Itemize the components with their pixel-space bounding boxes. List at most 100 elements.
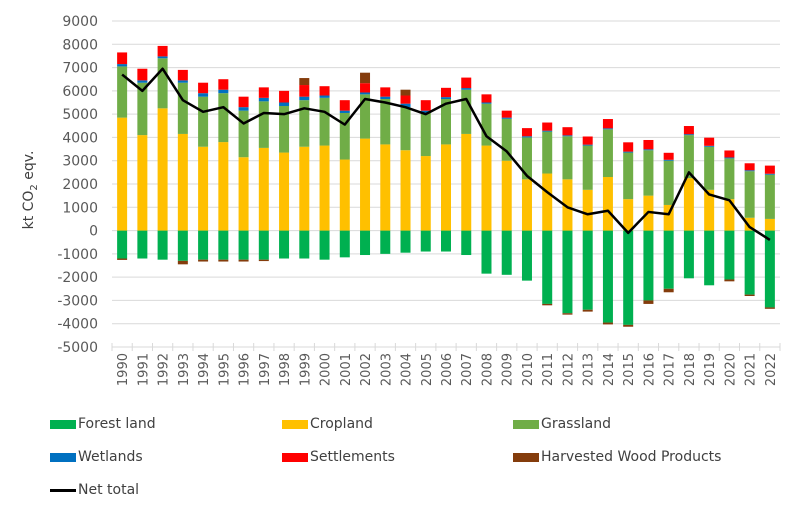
bar-segment-grassland bbox=[562, 136, 573, 180]
bar-segment-settlements bbox=[238, 96, 249, 108]
bar-segment-settlements bbox=[400, 95, 411, 104]
bar-segment-forest-land bbox=[380, 230, 391, 254]
y-tick-label: 4000 bbox=[62, 130, 98, 146]
bar-segment-forest-land bbox=[400, 230, 411, 253]
bar-segment-settlements bbox=[279, 90, 290, 103]
x-tick-label: 2011 bbox=[541, 353, 556, 386]
y-axis-label-tail: eqv. bbox=[21, 151, 37, 185]
y-tick-label: 0 bbox=[89, 224, 98, 240]
bar-segment-cropland bbox=[704, 189, 715, 231]
bar-segment-settlements bbox=[521, 128, 532, 137]
y-axis-label: kt CO2 eqv. bbox=[21, 151, 40, 230]
bar-segment-settlements bbox=[704, 137, 715, 146]
bar-segment-settlements bbox=[623, 142, 634, 152]
bar-segment-wetlands bbox=[137, 80, 148, 83]
x-tick-label: 1996 bbox=[238, 353, 253, 386]
bar-segment-harvested-wood-products bbox=[360, 72, 371, 84]
bar-segment-harvested-wood-products bbox=[744, 294, 755, 297]
bar-segment-wetlands bbox=[441, 97, 451, 100]
bar-segment-wetlands bbox=[704, 145, 715, 147]
bar-segment-harvested-wood-products bbox=[117, 258, 128, 260]
bar-segment-forest-land bbox=[420, 230, 431, 252]
bar-segment-cropland bbox=[177, 133, 188, 231]
bar-segment-settlements bbox=[724, 150, 735, 158]
x-tick-label: 2002 bbox=[359, 353, 374, 386]
y-tick-label: 7000 bbox=[62, 61, 98, 77]
bar-segment-harvested-wood-products bbox=[643, 300, 654, 304]
bar-segment-harvested-wood-products bbox=[218, 259, 229, 262]
bar-segment-wetlands bbox=[663, 159, 674, 161]
bar-segment-grassland bbox=[218, 93, 229, 143]
x-tick-label: 2000 bbox=[319, 353, 334, 386]
bar-segment-harvested-wood-products bbox=[198, 259, 209, 262]
bar-segment-forest-land bbox=[117, 230, 128, 259]
y-tick-label: 6000 bbox=[62, 84, 98, 100]
x-tick-label: 2015 bbox=[622, 353, 637, 386]
bar-segment-cropland bbox=[339, 159, 350, 231]
x-tick-label: 2020 bbox=[723, 353, 738, 386]
bar-segment-settlements bbox=[764, 165, 775, 174]
bar-segment-wetlands bbox=[339, 110, 350, 113]
bar-segment-grassland bbox=[461, 89, 472, 134]
bar-segment-cropland bbox=[400, 150, 411, 231]
bar-segment-forest-land bbox=[238, 230, 249, 260]
bar-segment-cropland bbox=[602, 177, 613, 231]
x-tick-label: 2021 bbox=[744, 353, 759, 386]
bar-segment-wetlands bbox=[299, 96, 310, 101]
bar-segment-wetlands bbox=[683, 134, 694, 136]
x-tick-label: 2022 bbox=[764, 353, 779, 386]
bar-segment-cropland bbox=[360, 138, 371, 231]
bar-segment-grassland bbox=[683, 135, 694, 179]
bar-segment-forest-land bbox=[501, 230, 512, 275]
bar-segment-forest-land bbox=[663, 230, 674, 289]
bar-segment-forest-land bbox=[481, 230, 492, 274]
bar-segment-settlements bbox=[542, 122, 553, 131]
x-tick-label: 2006 bbox=[440, 353, 455, 386]
bar-segment-forest-land bbox=[724, 230, 735, 280]
bar-segment-forest-land bbox=[623, 230, 634, 325]
bar-segment-grassland bbox=[663, 160, 674, 205]
bar-segment-grassland bbox=[764, 174, 775, 219]
bar-segment-forest-land bbox=[258, 230, 269, 260]
bar-segment-wetlands bbox=[400, 103, 411, 108]
bar-segment-grassland bbox=[319, 97, 330, 146]
x-tick-label: 1995 bbox=[217, 353, 232, 386]
y-tick-label: 5000 bbox=[62, 107, 98, 123]
bar-segment-settlements bbox=[198, 82, 209, 94]
bar-segment-forest-land bbox=[218, 230, 229, 260]
y-tick-label: -2000 bbox=[57, 270, 98, 286]
bar-segment-grassland bbox=[157, 58, 168, 109]
bar-segment-wetlands bbox=[764, 173, 775, 175]
bar-segment-forest-land bbox=[461, 230, 472, 256]
bar-segment-forest-land bbox=[279, 230, 290, 259]
bar-segment-harvested-wood-products bbox=[724, 279, 735, 282]
bar-segment-cropland bbox=[380, 144, 391, 231]
bar-segment-grassland bbox=[724, 158, 735, 200]
x-tick-label: 2009 bbox=[501, 353, 516, 386]
bar-segment-cropland bbox=[744, 217, 755, 231]
x-tick-label: 1998 bbox=[278, 353, 293, 386]
bar-segment-wetlands bbox=[562, 135, 573, 137]
bar-segment-harvested-wood-products bbox=[299, 78, 310, 86]
bar-segment-grassland bbox=[602, 129, 613, 178]
x-tick-label: 2016 bbox=[642, 353, 657, 386]
bar-segment-cropland bbox=[461, 133, 472, 231]
x-tick-label: 2003 bbox=[379, 353, 394, 386]
bar-segment-forest-land bbox=[562, 230, 573, 314]
x-tick-label: 2018 bbox=[683, 353, 698, 386]
bar-segment-grassland bbox=[258, 101, 269, 148]
bar-segment-wetlands bbox=[380, 96, 391, 100]
x-tick-label: 2017 bbox=[663, 353, 678, 386]
bar-segment-harvested-wood-products bbox=[764, 307, 775, 309]
bar-segment-harvested-wood-products bbox=[602, 322, 613, 325]
bar-segment-cropland bbox=[299, 146, 310, 231]
y-tick-label: -1000 bbox=[57, 247, 98, 263]
y-tick-label: 9000 bbox=[62, 14, 98, 30]
bar-segment-forest-land bbox=[704, 230, 715, 286]
y-tick-label: 2000 bbox=[62, 177, 98, 193]
bar-segment-cropland bbox=[441, 144, 451, 231]
y-axis-label-main: kt CO bbox=[21, 191, 37, 230]
bar-segment-settlements bbox=[481, 94, 492, 103]
bar-segment-forest-land bbox=[643, 230, 654, 301]
bar-segment-cropland bbox=[623, 199, 634, 231]
